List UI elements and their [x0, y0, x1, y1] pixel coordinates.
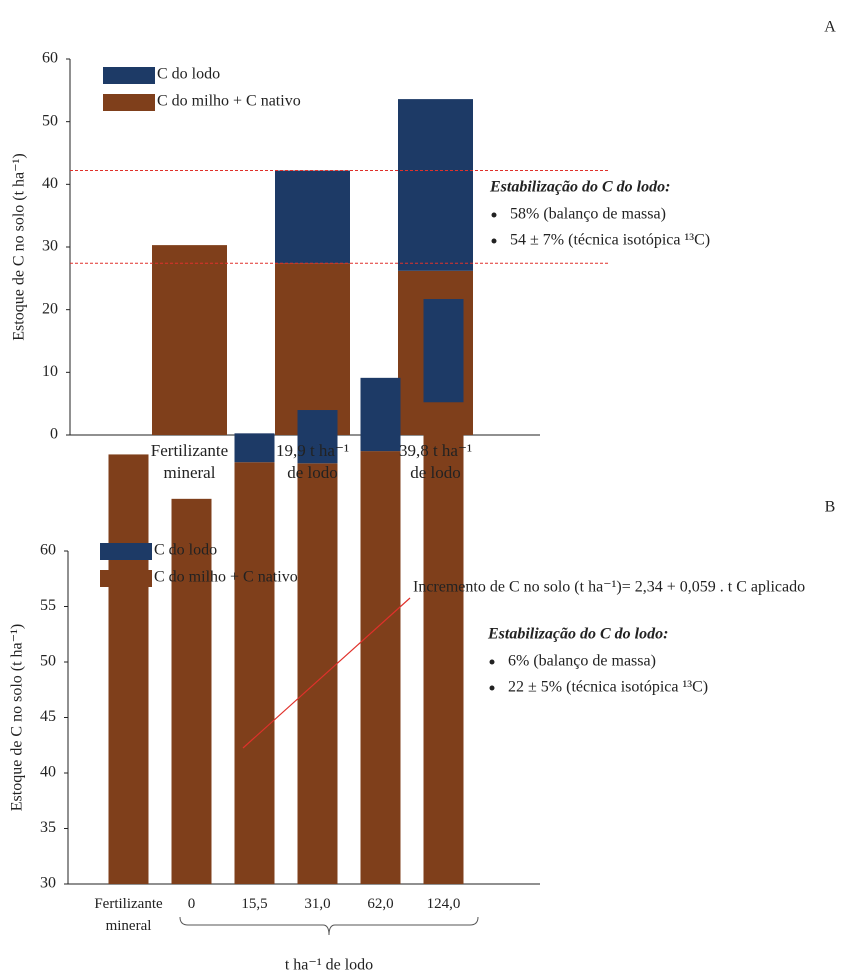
equation: Incremento de C no solo (t ha⁻¹)= 2,34 +…	[413, 579, 805, 596]
legend-label: C do lodo	[154, 542, 217, 559]
legend-swatch	[100, 570, 152, 587]
bullet	[491, 212, 497, 218]
group-brace	[179, 916, 479, 936]
y-axis-title: Estoque de C no solo (t ha⁻¹)	[9, 624, 26, 811]
legend-label: C do milho + C nativo	[157, 93, 301, 110]
bar-segment	[152, 245, 227, 435]
y-tick-label: 40	[42, 175, 58, 192]
annotation-title: Estabilização do C do lodo:	[487, 626, 668, 643]
bar-segment	[234, 433, 275, 463]
y-tick-label: 60	[42, 50, 58, 67]
bar-segment	[275, 170, 350, 264]
bar-segment	[171, 498, 212, 884]
bar-segment	[297, 463, 338, 884]
x-tick-label: 39,8 t ha⁻¹ de lodo	[398, 441, 473, 482]
legend-swatch	[103, 67, 155, 84]
y-tick-label: 45	[40, 708, 56, 725]
annotation-item: 58% (balanço de massa)	[510, 206, 666, 223]
trend-line	[242, 597, 411, 749]
bar-segment	[360, 377, 401, 452]
panel-label: A	[824, 19, 836, 36]
x-tick-label: Fertilizante mineral	[150, 441, 229, 482]
legend-swatch	[100, 543, 152, 560]
bar-segment	[398, 99, 473, 271]
legend-label: C do milho + C nativo	[154, 569, 298, 586]
y-tick-label: 30	[42, 238, 58, 255]
y-tick-label: 0	[50, 426, 58, 443]
x-tick-label: 19,9 t ha⁻¹ de lodo	[275, 441, 350, 482]
bar-segment	[108, 454, 149, 884]
x-tick-label: Fertilizante mineral	[94, 896, 163, 934]
x-tick-label: 124,0	[426, 896, 461, 912]
bar-segment	[423, 402, 464, 884]
bar-segment	[275, 263, 350, 435]
y-tick-label: 40	[40, 764, 56, 781]
y-axis-title: Estoque de C no solo (t ha⁻¹)	[11, 153, 28, 340]
y-tick-label: 50	[40, 653, 56, 670]
bar-segment	[423, 299, 464, 403]
annotation-title: Estabilização do C do lodo:	[489, 179, 670, 196]
legend-swatch	[103, 94, 155, 111]
y-tick-label: 60	[40, 542, 56, 559]
y-tick-label: 35	[40, 819, 56, 836]
x-tick-label: 0	[187, 896, 196, 912]
bar-segment	[360, 451, 401, 884]
legend-label: C do lodo	[157, 66, 220, 83]
annotation-item: 54 ± 7% (técnica isotópica ¹³C)	[510, 232, 710, 249]
annotation-item: 22 ± 5% (técnica isotópica ¹³C)	[508, 679, 708, 696]
x-tick-label: 62,0	[367, 896, 394, 912]
bullet	[489, 685, 495, 691]
bar-segment	[234, 462, 275, 884]
y-tick-label: 10	[42, 363, 58, 380]
y-tick-label: 55	[40, 597, 56, 614]
group-label: t ha⁻¹ de lodo	[285, 957, 373, 974]
y-tick-label: 50	[42, 112, 58, 129]
y-tick-label: 30	[40, 875, 56, 892]
bullet	[491, 238, 497, 244]
y-tick-label: 20	[42, 300, 58, 317]
x-tick-label: 31,0	[304, 896, 331, 912]
bar-segment	[297, 410, 338, 464]
bullet	[489, 659, 495, 665]
annotation-item: 6% (balanço de massa)	[508, 653, 656, 670]
x-tick-label: 15,5	[241, 896, 268, 912]
panel-label: B	[825, 499, 836, 516]
